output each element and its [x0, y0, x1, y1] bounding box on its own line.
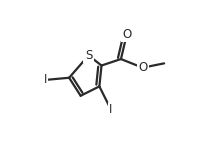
Text: O: O	[138, 61, 147, 74]
Text: O: O	[122, 28, 131, 41]
Text: I: I	[109, 103, 113, 116]
Text: S: S	[85, 49, 92, 62]
Text: I: I	[44, 73, 47, 86]
